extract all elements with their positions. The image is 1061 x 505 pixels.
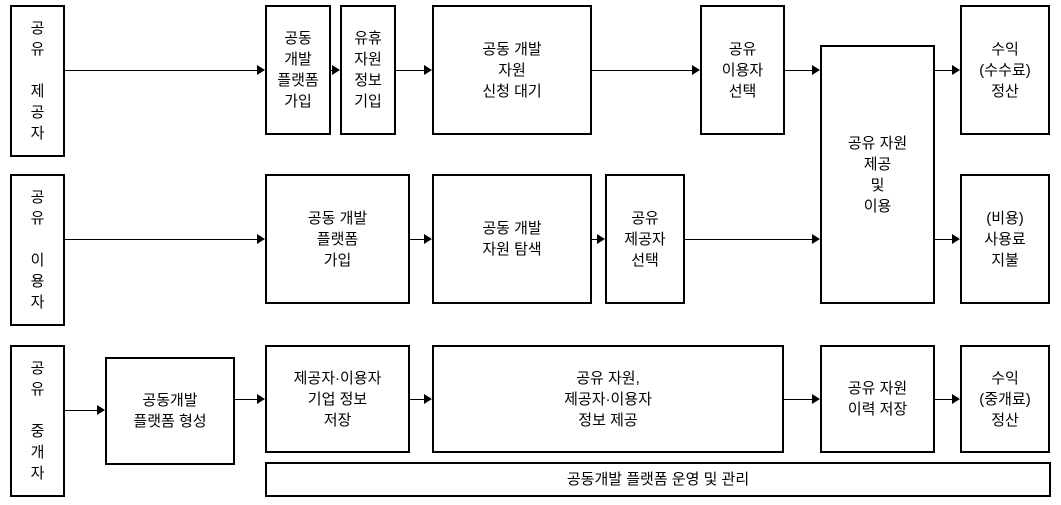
arrow-head-icon [97,405,105,415]
arrow-head-icon [332,65,340,75]
node-broker-provide-info: 공유 자원, 제공자·이용자 정보 제공 [432,345,784,453]
node-provider-select-user: 공유 이용자 선택 [700,5,785,135]
node-provider-wait: 공동 개발 자원 신청 대기 [432,5,592,135]
lane-label-provider: 공 유 제 공 자 [10,5,65,157]
arrow-line [785,70,813,71]
arrow-head-icon [952,65,960,75]
arrow-head-icon [424,65,432,75]
node-provider-join: 공동 개발 플랫폼 가입 [265,5,331,135]
arrow-line [396,70,425,71]
arrow-line [65,70,258,71]
arrow-head-icon [257,234,265,244]
node-shared-resource-use: 공유 자원 제공 및 이용 [820,45,935,304]
node-user-cost: (비용) 사용료 지불 [960,174,1050,304]
arrow-line [410,399,425,400]
node-broker-history: 공유 자원 이력 저장 [820,345,935,453]
arrow-head-icon [424,234,432,244]
node-broker-profit: 수익 (중개료) 정산 [960,345,1050,453]
arrow-head-icon [257,394,265,404]
arrow-head-icon [692,65,700,75]
arrow-line [235,399,258,400]
lane-label-user: 공 유 이 용 자 [10,174,65,326]
arrow-line [685,239,813,240]
arrow-head-icon [597,234,605,244]
arrow-line [410,239,425,240]
flowchart-canvas: 공 유 제 공 자 공 유 이 용 자 공 유 중 개 자 공동 개발 플랫폼 … [0,0,1061,505]
arrow-line [65,410,98,411]
arrow-head-icon [812,394,820,404]
arrow-line [592,70,693,71]
node-broker-form-platform: 공동개발 플랫폼 형성 [105,357,235,465]
node-broker-store-info: 제공자·이용자 기업 정보 저장 [265,345,410,453]
node-user-select-provider: 공유 제공자 선택 [605,174,685,304]
arrow-head-icon [424,394,432,404]
node-provider-idle-resource: 유휴 자원 정보 기입 [340,5,396,135]
arrow-head-icon [952,234,960,244]
arrow-line [784,399,813,400]
arrow-line [935,399,953,400]
arrow-line [65,239,258,240]
node-broker-operate: 공동개발 플랫폼 운영 및 관리 [265,462,1051,497]
arrow-line [935,70,953,71]
node-user-search: 공동 개발 자원 탐색 [432,174,592,304]
lane-label-broker: 공 유 중 개 자 [10,345,65,497]
arrow-line [935,239,953,240]
arrow-head-icon [257,65,265,75]
node-user-join: 공동 개발 플랫폼 가입 [265,174,410,304]
arrow-head-icon [812,234,820,244]
node-provider-profit: 수익 (수수료) 정산 [960,5,1050,135]
arrow-head-icon [812,65,820,75]
arrow-head-icon [952,394,960,404]
